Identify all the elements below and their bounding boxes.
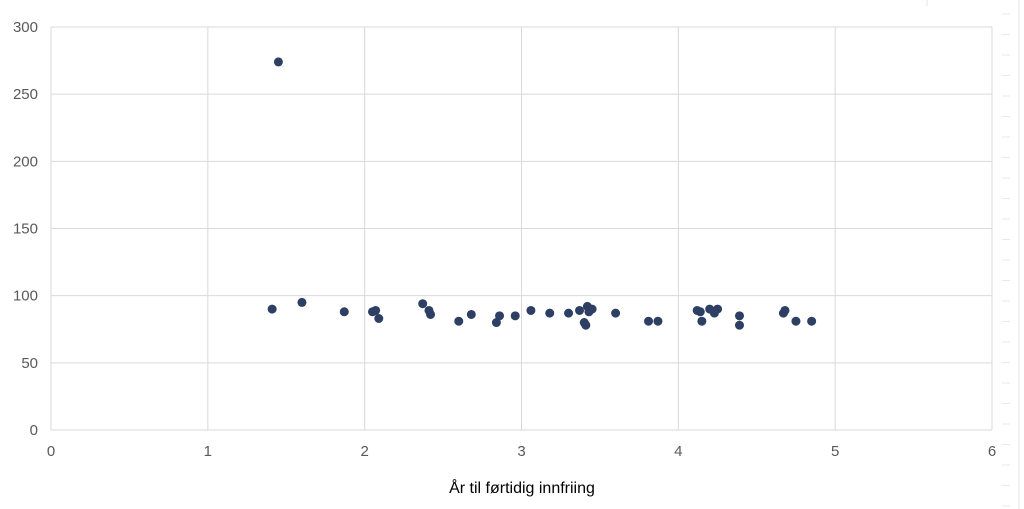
data-point [371,305,381,315]
data-point [526,305,536,315]
data-point [587,304,597,314]
data-point [466,309,476,319]
data-point [780,305,790,315]
data-point [510,311,520,321]
x-tick-label: 0 [47,443,55,460]
y-tick-label: 300 [13,19,38,36]
data-point [273,57,283,67]
data-point [611,308,621,318]
window-edge-decoration [926,0,1020,509]
data-point [454,316,464,326]
x-tick-label: 3 [517,443,525,460]
data-point [791,316,801,326]
data-point [734,311,744,321]
y-tick-label: 50 [21,355,38,372]
data-point [339,307,349,317]
tick-labels: 0 50 100 150 200 250 300 0 1 2 3 4 5 6 [13,19,996,460]
data-point [267,304,277,314]
data-point [581,320,591,330]
y-tick-label: 150 [13,221,38,238]
data-point [807,316,817,326]
data-point [695,307,705,317]
data-point [644,316,654,326]
data-point [545,308,555,318]
y-tick-label: 250 [13,86,38,103]
x-tick-label: 2 [360,443,368,460]
y-tick-label: 0 [30,422,38,439]
data-point [418,299,428,309]
data-point [426,309,436,319]
x-tick-label: 6 [988,443,996,460]
x-tick-label: 1 [204,443,212,460]
data-point [564,308,574,318]
data-point [713,304,723,314]
x-tick-label: 5 [831,443,839,460]
data-point [297,297,307,307]
gridlines [50,26,993,431]
data-point [653,316,663,326]
data-point [495,311,505,321]
y-tick-label: 100 [13,288,38,305]
x-axis-title: År til førtidig innfriing [449,478,595,497]
data-point [734,320,744,330]
y-tick-label: 200 [13,153,38,170]
x-tick-label: 4 [674,443,682,460]
data-point [491,318,501,328]
data-points [267,57,817,330]
data-point [374,314,384,324]
data-point [697,316,707,326]
data-point [575,305,585,315]
